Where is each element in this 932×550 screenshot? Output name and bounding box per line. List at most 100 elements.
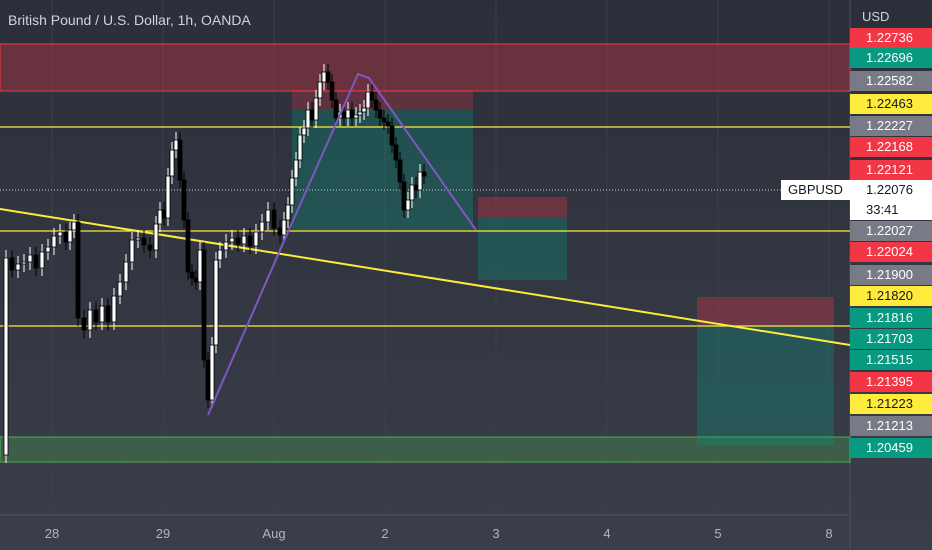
candle-up [265,209,271,223]
candle-down [193,277,199,283]
price-level-tag[interactable]: 1.22227 [850,116,932,136]
price-level-tag[interactable]: 1.22024 [850,242,932,262]
candle-up [153,223,159,251]
time-axis-label: 28 [44,526,60,541]
candle-up [217,249,223,261]
candle-up [135,237,141,241]
time-axis-label: Aug [262,526,286,541]
candle-up [57,231,63,237]
candle-up [169,149,175,177]
candle-down [185,219,191,273]
price-level-tag[interactable]: 1.21223 [850,394,932,414]
price-level-tag[interactable]: 1.22463 [850,94,932,114]
candle-up [357,111,363,116]
time-axis-label: 8 [825,526,833,541]
candlesticks [3,64,427,463]
position-target-zone[interactable] [292,110,473,230]
candle-up [293,159,299,179]
candle-up [301,127,307,136]
candle-down [373,99,379,111]
candle-down [389,125,395,146]
price-level-tag[interactable]: 1.22121 [850,160,932,180]
position-target-zone[interactable] [478,217,567,280]
current-price-tag: 1.22076 33:41 [850,180,932,220]
candle-up [405,199,411,211]
price-level-tag[interactable]: 1.22696 [850,48,932,68]
candle-up [259,221,265,233]
candle-down [401,181,407,211]
pattern-zigzag-line[interactable] [207,72,477,416]
chart-title: British Pound / U.S. Dollar, 1h, OANDA [8,12,251,28]
trend-line[interactable] [0,208,851,346]
price-level-tag[interactable]: 1.21900 [850,265,932,285]
candle-up [3,257,9,456]
price-level-tag[interactable]: 1.21213 [850,416,932,436]
price-level-tag[interactable]: 1.20459 [850,438,932,458]
candle-up [229,237,235,243]
candle-down [349,109,355,119]
candle-down [393,144,399,161]
candle-up [417,171,423,191]
candle-up [241,235,247,245]
position-target-zone[interactable] [697,325,834,445]
candle-down [329,81,335,101]
candle-up [289,177,295,206]
candle-up [15,263,21,271]
candle-up [197,249,203,283]
candle-up [345,109,351,119]
candle-down [201,249,207,361]
candle-up [313,97,319,121]
candle-down [105,305,111,323]
candle-up [67,229,73,243]
price-level-tag[interactable]: 1.21395 [850,372,932,392]
candle-down [81,317,87,331]
candle-down [385,121,391,127]
candle-down [63,231,69,243]
candle-up [285,204,291,221]
candle-up [71,221,77,231]
demand-zone[interactable] [0,436,851,463]
price-level-tag[interactable]: 1.21515 [850,350,932,370]
time-axis-label: 4 [603,526,611,541]
time-axis-label: 3 [492,526,500,541]
candle-down [381,117,387,123]
candle-down [205,359,211,401]
supply-zone[interactable] [0,43,851,92]
candle-down [189,271,195,279]
candle-up [281,219,287,236]
candle-up [213,259,219,346]
candle-up [365,91,371,109]
candle-down [325,71,331,83]
position-stop-zone[interactable] [478,197,567,217]
price-level-tag[interactable]: 1.22582 [850,71,932,91]
candle-down [247,235,253,247]
price-level-tag[interactable]: 1.22168 [850,137,932,157]
candle-down [309,109,315,121]
candle-up [173,139,179,151]
time-axis-label: 5 [714,526,722,541]
axis-currency-label[interactable]: USD [862,9,890,24]
candle-down [397,159,403,183]
candle-down [413,184,419,191]
price-level-tag[interactable]: 1.21703 [850,329,932,349]
candle-down [277,227,283,236]
candle-up [27,254,33,263]
candle-up [353,114,359,119]
price-level-tag[interactable]: 1.21820 [850,286,932,306]
candle-down [93,309,99,323]
candle-up [123,261,129,283]
candle-down [333,99,339,119]
price-level-tag[interactable]: 1.21816 [850,308,932,328]
price-level-tag[interactable]: 1.22736 [850,28,932,48]
candle-up [305,109,311,129]
position-stop-zone[interactable] [697,297,834,325]
candle-down [421,171,427,177]
price-level-tag[interactable]: 1.22027 [850,221,932,241]
candle-up [409,184,415,201]
candle-up [39,251,45,269]
candle-up [361,107,367,113]
candle-up [321,71,327,83]
candle-up [253,231,259,247]
